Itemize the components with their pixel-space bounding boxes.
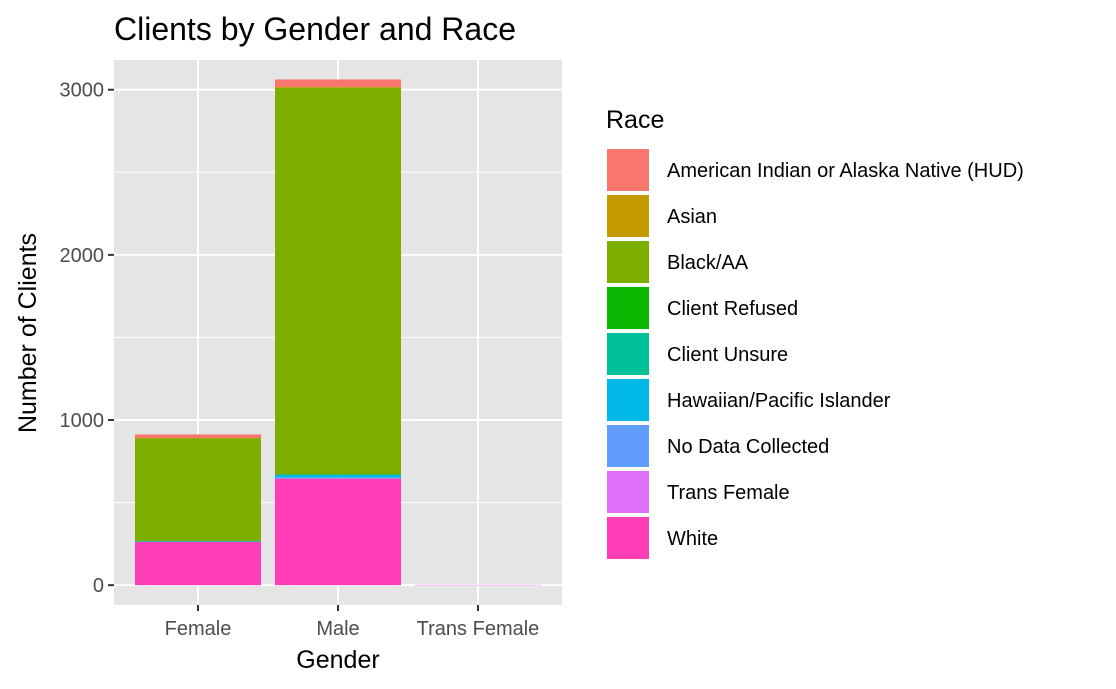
legend-title: Race [606,106,664,134]
bar-segment [135,438,261,439]
bar-segment [275,478,401,586]
legend-item: Client Refused [607,287,798,329]
legend-key [607,241,649,283]
y-tick-label: 2000 [60,245,105,267]
legend-key [607,195,649,237]
bar-segment [275,86,401,88]
x-tick-label: Trans Female [417,618,540,640]
x-tick-label: Female [165,618,232,640]
x-tick-label: Male [316,618,359,640]
bar-segment [135,438,261,541]
legend-item: Trans Female [607,471,790,513]
y-axis-title: Number of Clients [14,233,42,433]
bar-segment [135,541,261,586]
legend-label: White [667,528,718,550]
legend-item: No Data Collected [607,425,829,467]
y-tick-label: 1000 [60,410,105,432]
chart-title: Clients by Gender and Race [114,11,516,47]
axes: 0 1000 2000 3000 Female Male Trans Female [60,80,540,640]
y-tick-label: 0 [93,575,104,597]
legend-label: Client Refused [667,298,798,320]
bar-segment [135,434,261,439]
bar-segment [135,541,261,543]
legend-item: Black/AA [607,241,749,283]
legend-item: Hawaiian/Pacific Islander [607,379,891,421]
legend-label: Trans Female [667,482,790,504]
legend-label: American Indian or Alaska Native (HUD) [667,160,1024,182]
legend-label: Black/AA [667,252,749,274]
x-axis-title: Gender [296,646,379,674]
legend-key [607,149,649,191]
legend-label: Asian [667,206,717,228]
bar-segment [275,474,401,478]
legend-item: American Indian or Alaska Native (HUD) [607,149,1024,191]
legend-item: Asian [607,195,717,237]
legend-key [607,333,649,375]
legend-key [607,379,649,421]
legend-item: White [607,517,718,559]
legend-label: Client Unsure [667,344,788,366]
bars [135,79,541,586]
bar-segment [275,474,401,475]
y-tick-label: 3000 [60,80,105,102]
legend-label: Hawaiian/Pacific Islander [667,390,891,412]
legend-key [607,471,649,513]
bar-segment [275,87,401,475]
legend-key [607,287,649,329]
bar-segment [275,477,401,479]
bar-segment [415,584,541,586]
bar-segment [275,474,401,476]
legend-key [607,425,649,467]
legend-label: No Data Collected [667,436,829,458]
legend-item: Client Unsure [607,333,788,375]
bar-segment [275,79,401,87]
legend-key [607,517,649,559]
bar-segment [135,540,261,542]
legend: Race American Indian or Alaska Native (H… [606,106,1024,559]
